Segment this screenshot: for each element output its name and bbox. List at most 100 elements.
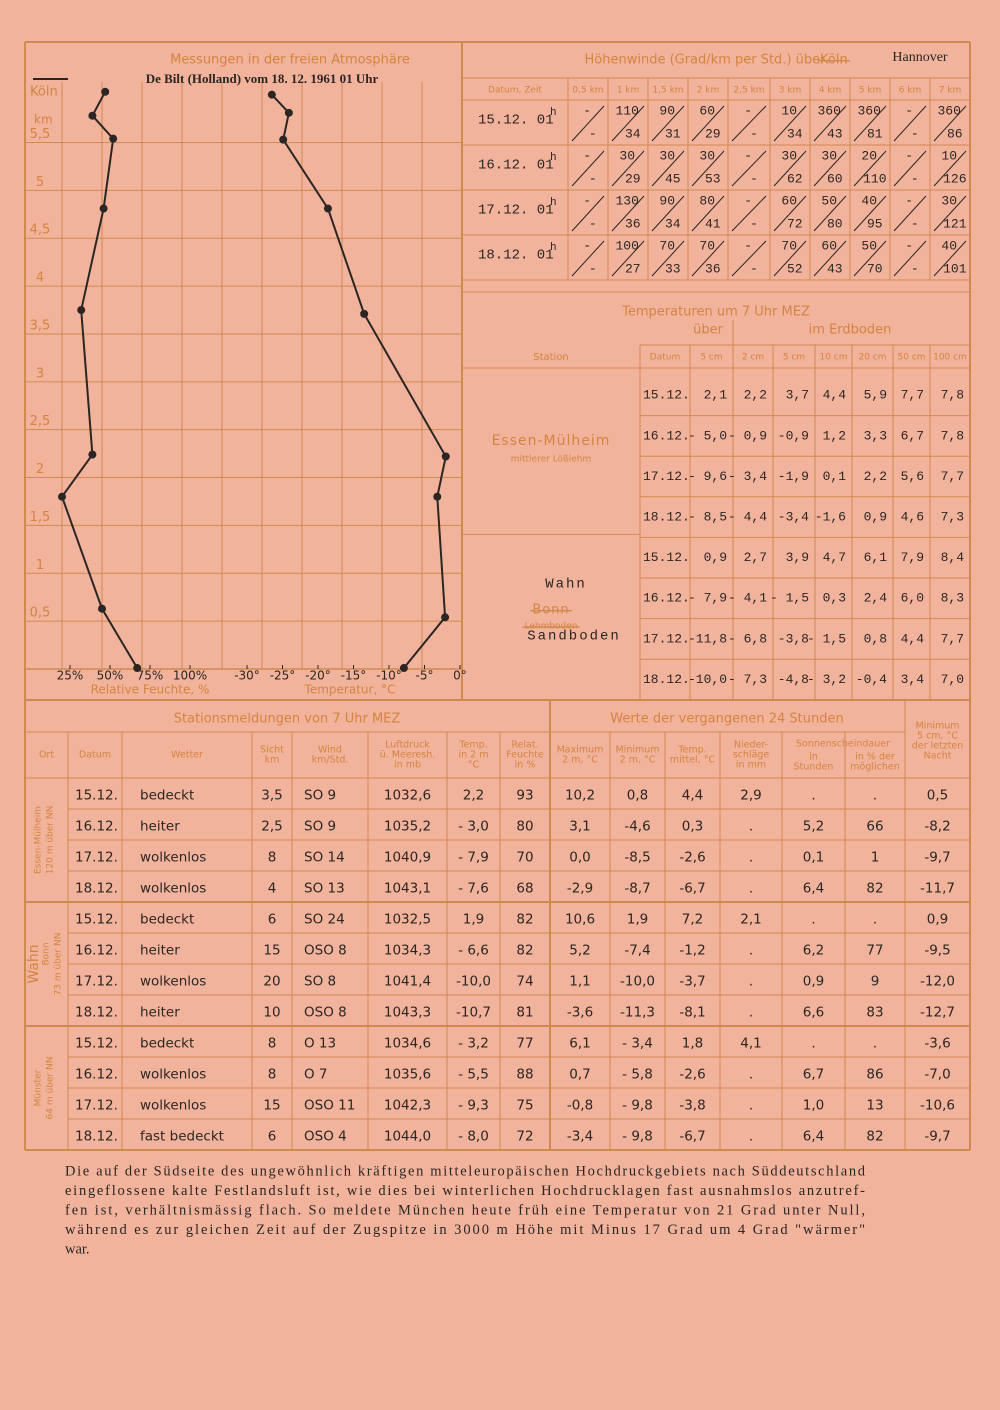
soil-value: 4,6 [901, 510, 924, 525]
sunshine-header: Sonnenscheindauer [796, 739, 890, 750]
cell: 4 [268, 881, 277, 897]
column-header: Ort [39, 750, 54, 761]
cell: 18.12. [75, 881, 118, 897]
cell: - 9,3 [458, 1098, 489, 1114]
soil-value: 7,0 [941, 672, 964, 687]
cell-diagonal [731, 195, 767, 232]
row-date: 17.12. [643, 631, 690, 646]
soil-value: 3,4 [901, 672, 925, 687]
soil-value: 4,7 [823, 550, 846, 565]
cell: 1035,2 [384, 819, 431, 835]
soil-value: 0,1 [823, 469, 847, 484]
row-date: 15.12. [643, 388, 690, 403]
cell-diagonal [813, 150, 847, 187]
reports-title: Werte der vergangenen 24 Stunden [610, 712, 844, 727]
axis-label: Temperatur, °C [304, 683, 396, 697]
column-header: in mm [736, 760, 766, 771]
station-note: mittlerer Lößlehm [511, 455, 592, 465]
soil-value: -4,8 [778, 672, 809, 687]
column-header: Stunden [794, 762, 834, 773]
paragraph-line: war. [65, 1241, 90, 1257]
cell-diagonal [853, 195, 887, 232]
wind-speed: 34 [787, 126, 803, 141]
cell: -9,5 [924, 943, 950, 959]
soil-value: 4,4 [901, 631, 925, 646]
soil-value: 2,2 [744, 388, 767, 403]
wind-direction: 360 [937, 103, 960, 118]
cell: . [749, 1098, 753, 1114]
cell-diagonal [731, 150, 767, 187]
cell: 1,1 [569, 974, 590, 990]
cell: . [749, 881, 753, 897]
column-header: Datum [79, 750, 111, 761]
cell: O 13 [304, 1036, 336, 1052]
cell: 2,9 [740, 788, 761, 804]
cell: - 8,0 [458, 1129, 489, 1145]
row-date-sup: h [550, 197, 557, 209]
row-date-sup: h [550, 242, 557, 254]
temperature-point [279, 135, 288, 144]
cell: 10 [263, 1005, 280, 1021]
cell-diagonal [571, 105, 605, 142]
cell: - 9,8 [622, 1129, 653, 1145]
column-header: Datum [650, 353, 680, 363]
wind-direction: 30 [781, 148, 797, 163]
temperature-point [284, 108, 293, 117]
wind-speed: - [911, 261, 919, 276]
cell: 6 [268, 912, 277, 928]
soil-value: - 8,5 [688, 510, 727, 525]
cell: -3,4 [567, 1129, 593, 1145]
soil-value: - 4,1 [728, 591, 767, 606]
cell-diagonal [691, 105, 725, 142]
wind-direction: - [905, 193, 913, 208]
row-date-sup: h [550, 107, 557, 119]
row-date: 16.12. 01 [478, 158, 554, 174]
wind-direction: 20 [861, 148, 877, 163]
cell: -12,0 [920, 974, 955, 990]
wind-speed: 29 [625, 171, 641, 186]
column-header: möglichen [850, 762, 900, 773]
column-header: 2 m, °C [562, 755, 598, 766]
cell: -10,0 [620, 974, 655, 990]
cell: 1,8 [682, 1036, 703, 1052]
humidity-point [109, 134, 118, 143]
x-tick-label: 100% [173, 669, 207, 683]
cell-diagonal [773, 105, 807, 142]
cell: - 3,4 [622, 1036, 653, 1052]
cell: 13 [866, 1098, 883, 1114]
cell: 2,5 [261, 819, 282, 835]
cell-diagonal [571, 240, 605, 277]
winds-title: Höhenwinde (Grad/km per Std.) über [585, 53, 827, 68]
cell: 82 [866, 1129, 883, 1145]
station-name: 64 m über NN [46, 1057, 56, 1120]
cell: 18.12. [75, 1005, 118, 1021]
cell-diagonal [571, 150, 605, 187]
y-tick-label: 1,5 [30, 510, 51, 525]
paragraph-line: während es zur gleichen Zeit auf der Zug… [65, 1222, 865, 1238]
cell: 6,1 [569, 1036, 590, 1052]
cell: 0,0 [569, 850, 590, 866]
cell-diagonal [651, 105, 685, 142]
cell-diagonal [611, 105, 645, 142]
wind-direction: 60 [821, 238, 837, 253]
cell: 1040,9 [384, 850, 431, 866]
cell: 6,7 [803, 1067, 824, 1083]
cell: . [873, 912, 877, 928]
column-header: Relat. [511, 740, 538, 751]
soil-value: 2,1 [704, 388, 728, 403]
wind-speed: 110 [863, 171, 886, 186]
wind-speed: - [750, 171, 758, 186]
wind-speed: 70 [867, 261, 883, 276]
soil-value: 0,9 [704, 550, 727, 565]
soil-value: 7,3 [941, 510, 964, 525]
cell-diagonal [933, 240, 967, 277]
wind-direction: - [905, 238, 913, 253]
cell: . [749, 1005, 753, 1021]
column-header: Minimum [915, 721, 959, 732]
wind-speed: - [750, 126, 758, 141]
wind-speed: 95 [867, 216, 883, 231]
y-tick-label: 2,5 [30, 414, 51, 429]
y-tick-label: 3,5 [30, 318, 51, 333]
wind-direction: 110 [615, 103, 638, 118]
